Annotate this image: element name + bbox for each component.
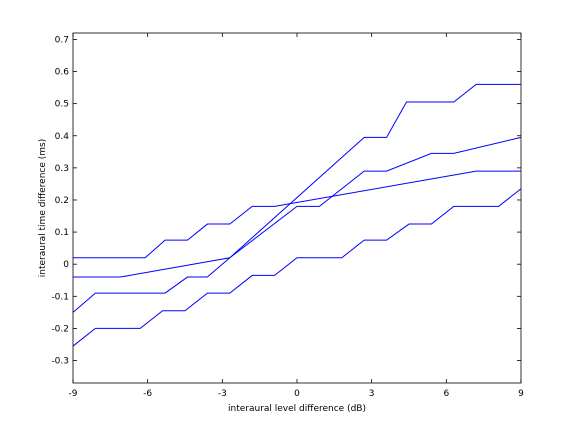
y-tick-label: -0.3 <box>51 357 69 367</box>
x-tick-label: -3 <box>218 389 227 399</box>
y-tick-label: 0.7 <box>55 35 69 45</box>
x-tick-label: -6 <box>143 389 152 399</box>
series-line-1 <box>73 83 521 278</box>
ticks-layer: -9 -6 -3 0 3 6 9 -0.3 -0.2 -0.1 0 0.1 0.2 0.3 0.4 0.5 0.… <box>51 33 524 399</box>
y-axis-label: interaural time difference (ms) <box>38 139 48 277</box>
y-tick-label: 0.3 <box>55 164 69 174</box>
series-line-2 <box>73 170 521 259</box>
x-tick-label: 0 <box>294 389 300 399</box>
x-tick-label: 9 <box>518 389 524 399</box>
y-tick-label: 0.6 <box>55 68 70 78</box>
y-tick-label: -0.1 <box>51 292 69 302</box>
plot-area <box>73 33 521 383</box>
y-tick-label: 0.4 <box>55 132 70 142</box>
x-tick-label: 6 <box>443 389 449 399</box>
series-layer <box>72 83 522 347</box>
x-tick-label: -9 <box>69 389 78 399</box>
y-tick-label: 0.2 <box>55 196 69 206</box>
y-tick-label: 0.1 <box>55 228 69 238</box>
y-tick-label: 0.5 <box>55 100 69 110</box>
series-line-4 <box>72 188 522 347</box>
x-axis-label: interaural level difference (dB) <box>228 404 366 414</box>
series-line-3 <box>72 136 522 313</box>
x-tick-label: 3 <box>369 389 375 399</box>
y-tick-label: -0.2 <box>51 324 69 334</box>
y-tick-label: 0 <box>63 260 69 270</box>
